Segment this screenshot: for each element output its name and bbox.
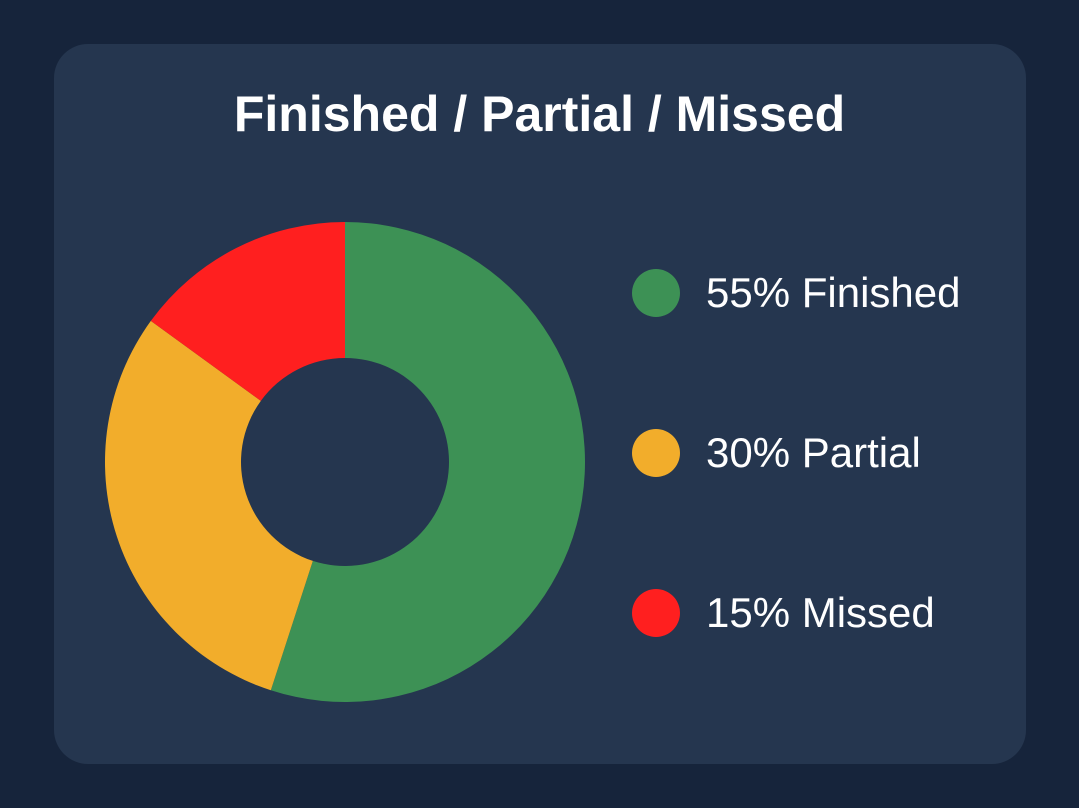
legend-swatch-finished — [632, 269, 680, 317]
legend-item-finished: 55% Finished — [632, 262, 1032, 324]
legend-label-finished: 55% Finished — [706, 269, 961, 316]
legend-item-missed: 15% Missed — [632, 582, 1032, 644]
donut-slice-partial — [104, 320, 313, 691]
donut-slice-missed — [150, 222, 345, 401]
legend-swatch-missed — [632, 589, 680, 637]
legend-label-partial: 30% Partial — [706, 429, 921, 476]
legend-label-missed: 15% Missed — [706, 589, 935, 636]
chart-title: Finished / Partial / Missed — [233, 86, 846, 142]
legend: 55% Finished 30% Partial 15% Missed — [632, 262, 1032, 644]
donut-slice-finished — [270, 222, 585, 702]
legend-swatch-partial — [632, 429, 680, 477]
legend-item-partial: 30% Partial — [632, 422, 1032, 484]
